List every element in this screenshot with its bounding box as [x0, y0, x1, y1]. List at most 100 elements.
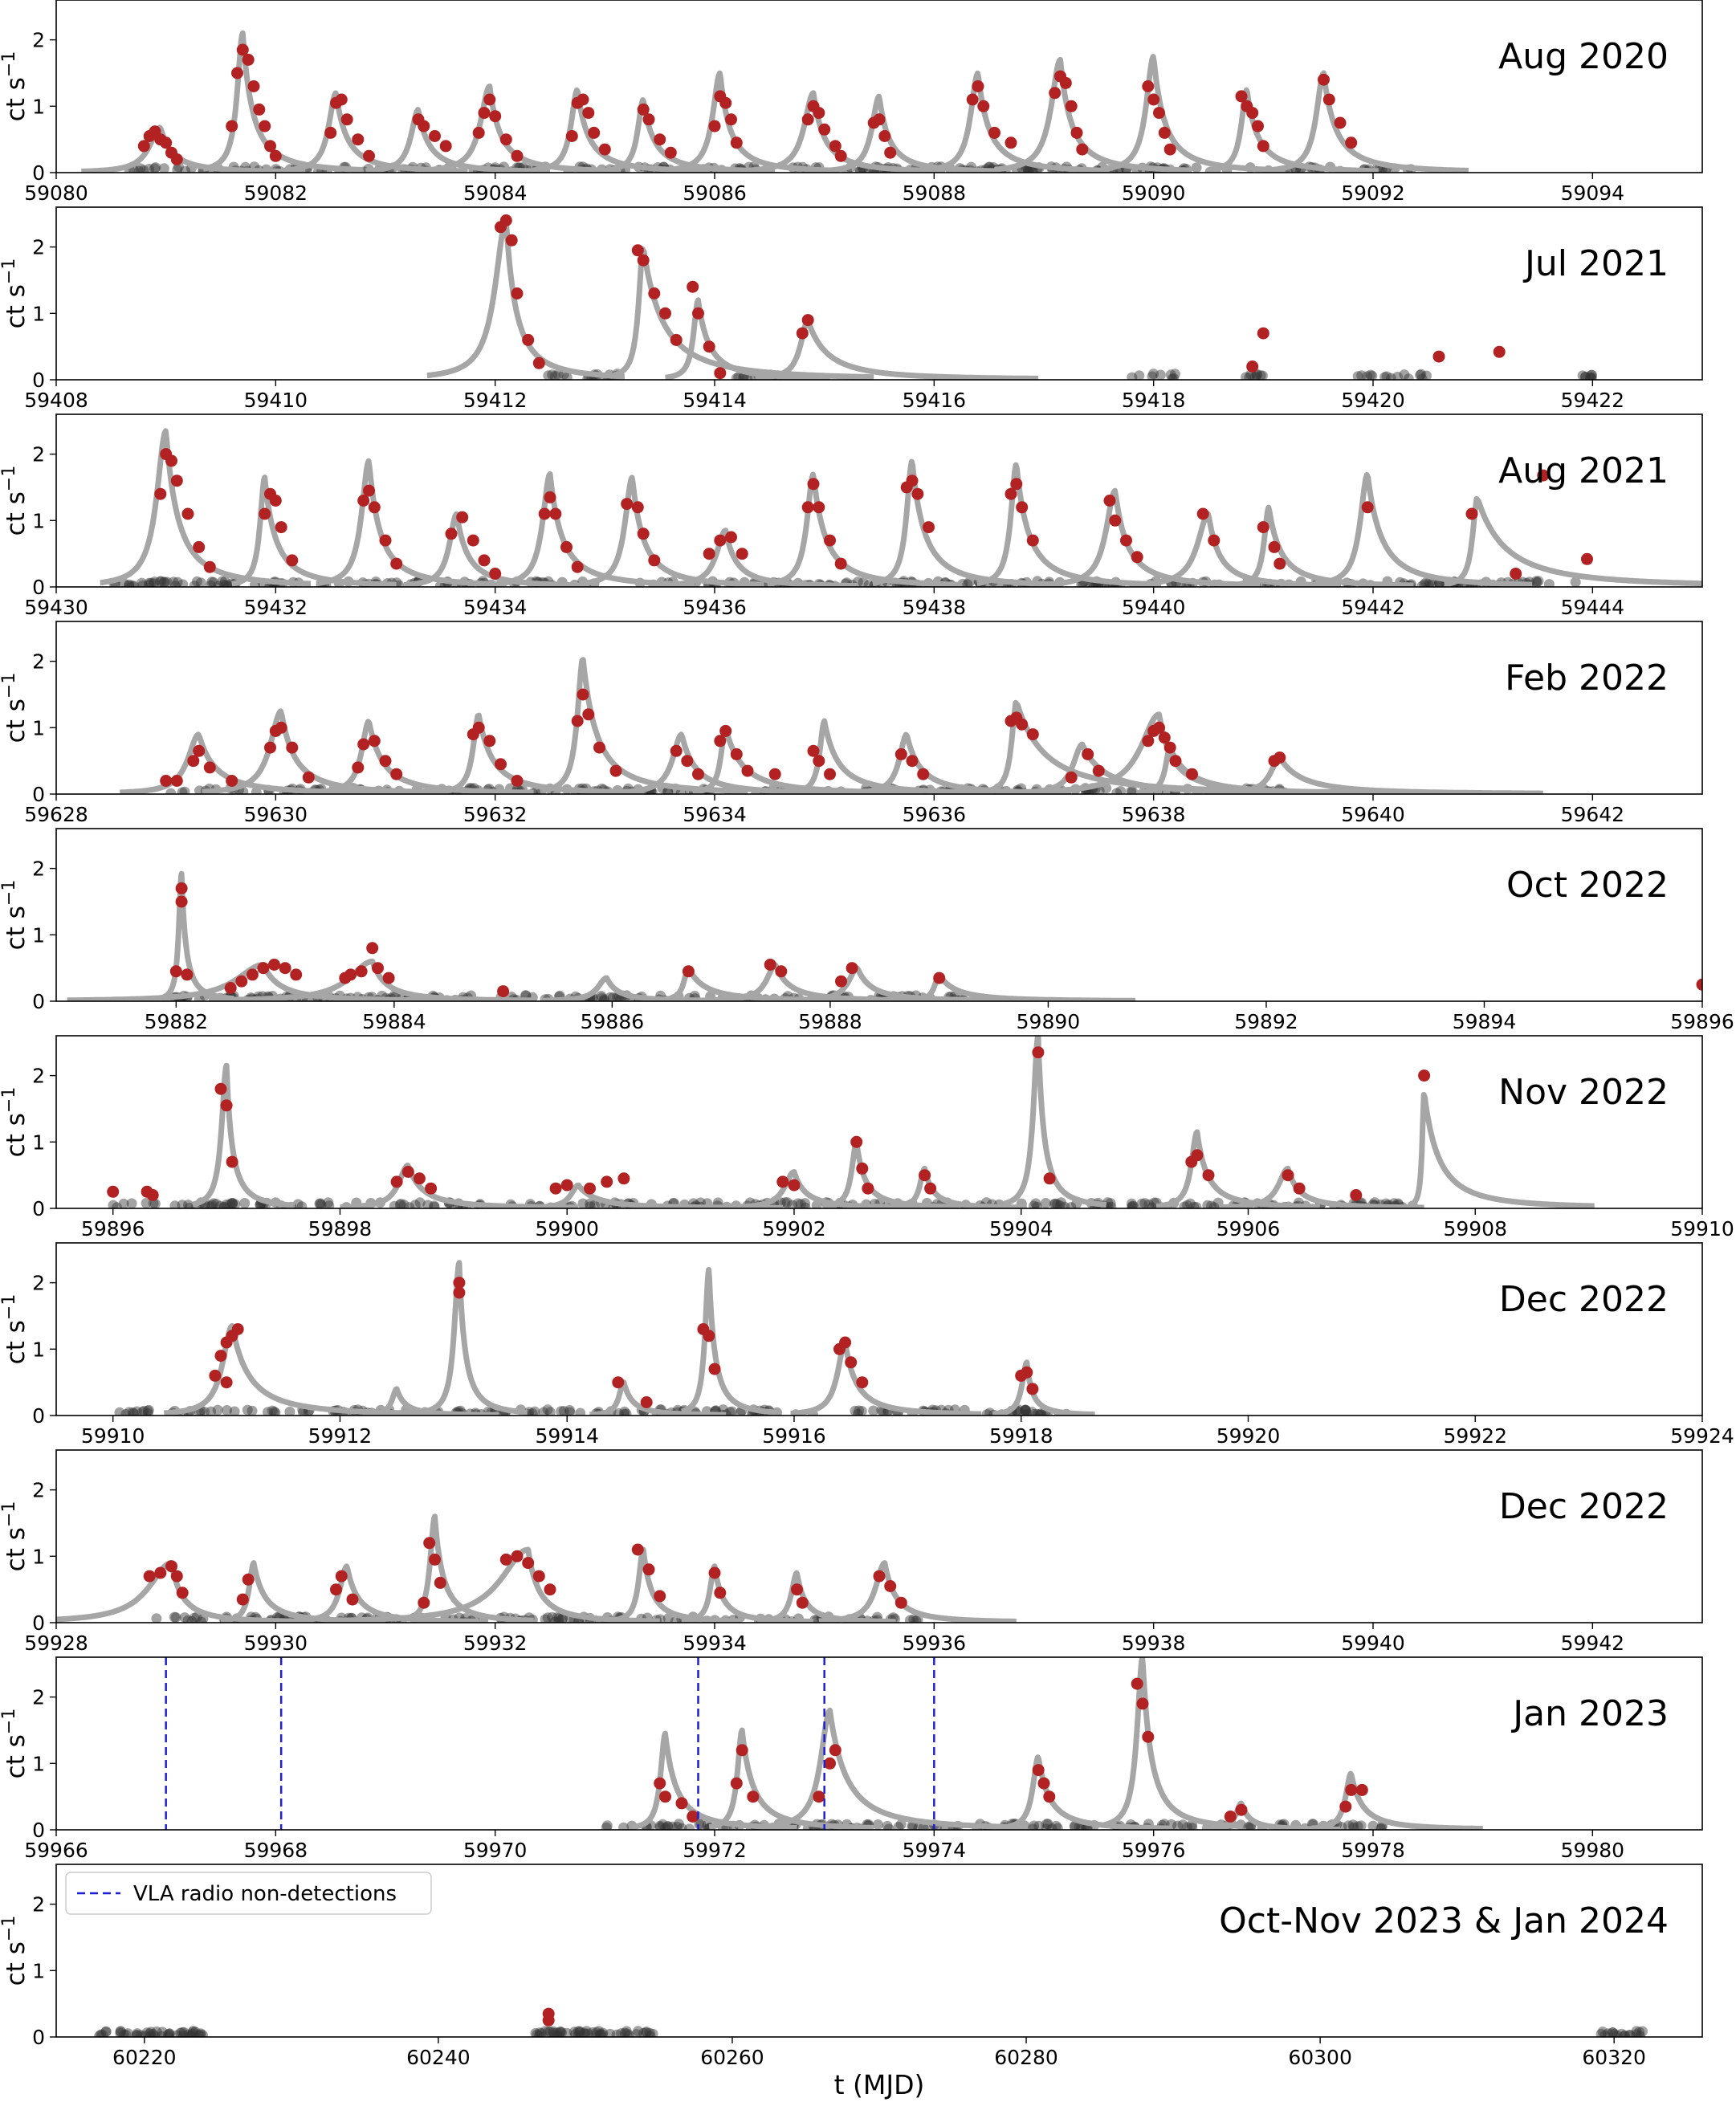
gray-point — [1127, 1202, 1137, 1208]
y-axis-label: ct s−1 — [0, 1087, 31, 1158]
red-points — [154, 448, 1593, 580]
gray-point — [568, 2027, 580, 2037]
gray-point — [196, 1616, 207, 1623]
red-point — [242, 53, 255, 66]
red-point — [637, 528, 650, 540]
red-point — [439, 140, 452, 153]
gray-point — [169, 1611, 180, 1623]
gray-point — [205, 1201, 216, 1208]
gray-point — [631, 2029, 642, 2037]
gray-point — [1585, 373, 1596, 380]
gray-point — [1416, 373, 1428, 380]
red-point — [379, 534, 392, 547]
gray-point — [1620, 2030, 1630, 2037]
x-tick-label: 59094 — [1561, 181, 1625, 205]
red-point — [193, 744, 206, 757]
gray-point — [114, 1407, 125, 1416]
gray-point — [1035, 1409, 1046, 1416]
gray-point — [1416, 580, 1428, 587]
x-tick-label: 59900 — [535, 1217, 599, 1240]
gray-point — [172, 165, 183, 173]
gray-point — [127, 1407, 138, 1416]
gray-point — [186, 2030, 198, 2037]
gray-point — [316, 1200, 327, 1208]
red-point — [170, 775, 183, 787]
red-point — [154, 487, 167, 500]
gray-point — [1533, 576, 1544, 587]
red-point — [593, 741, 605, 754]
x-tick-label: 59882 — [145, 1010, 209, 1033]
red-point — [214, 1082, 227, 1095]
red-point — [522, 333, 535, 346]
gray-point — [662, 1821, 674, 1830]
gray-point — [1595, 2028, 1607, 2037]
red-point — [906, 755, 919, 768]
axes-frame — [55, 1035, 1703, 1209]
y-tick-label: 2 — [32, 443, 45, 466]
panel-title: Jan 2023 — [1510, 1693, 1669, 1734]
red-point — [703, 340, 715, 353]
model-curve — [79, 124, 308, 173]
gray-point — [529, 1406, 540, 1416]
red-point — [719, 96, 732, 109]
red-point — [659, 1790, 671, 1803]
gray-point — [100, 2026, 112, 2037]
gray-point — [1041, 1823, 1052, 1830]
gray-point — [1570, 576, 1581, 587]
gray-point — [178, 2027, 189, 2037]
gray-point — [187, 2028, 198, 2037]
gray-point — [542, 2027, 553, 2037]
gray-point — [1379, 372, 1391, 380]
gray-point — [1111, 788, 1123, 794]
red-point — [654, 133, 666, 146]
axes-frame — [55, 1449, 1703, 1623]
gray-point — [239, 1198, 251, 1208]
red-point — [355, 965, 368, 978]
gray-point — [605, 992, 616, 1001]
red-point — [631, 1543, 644, 1556]
gray-point — [1543, 579, 1555, 587]
panel-title: Aug 2020 — [1498, 36, 1669, 77]
gray-point — [1020, 1404, 1031, 1416]
gray-point — [120, 2029, 132, 2037]
y-tick-label: 2 — [32, 858, 45, 881]
gray-point — [1399, 369, 1410, 380]
red-points — [654, 1677, 1368, 1823]
y-tick-label: 0 — [32, 990, 45, 1013]
red-point — [1026, 534, 1039, 547]
gray-point — [552, 1611, 563, 1623]
red-point — [522, 1557, 535, 1570]
red-point — [268, 959, 280, 971]
model-curve — [56, 1560, 304, 1623]
red-point — [1581, 552, 1593, 565]
gray-point — [1367, 370, 1378, 380]
gray-point — [911, 1615, 922, 1623]
red-point — [413, 1172, 426, 1185]
gray-point — [126, 1198, 137, 1208]
x-tick-label: 59896 — [1670, 1010, 1734, 1033]
gray-point — [189, 2027, 201, 2037]
gray-point — [575, 1407, 586, 1416]
gray-point — [1049, 1198, 1061, 1208]
red-point — [544, 1583, 556, 1596]
red-point — [1196, 507, 1209, 520]
y-axis-label: ct s−1 — [0, 259, 31, 329]
panel-title: Feb 2022 — [1505, 658, 1669, 699]
red-point — [1345, 1783, 1358, 1796]
gray-point — [1241, 372, 1252, 380]
red-point — [137, 140, 150, 153]
red-point — [497, 985, 510, 998]
model-curve — [601, 97, 777, 173]
red-point — [467, 534, 479, 547]
gray-point — [220, 580, 231, 587]
red-point — [801, 113, 814, 126]
red-point — [801, 314, 814, 327]
x-tick-label: 59910 — [81, 1424, 145, 1448]
gray-point — [1168, 373, 1180, 380]
gray-point — [856, 1406, 867, 1416]
panel-3: 0 1 2 59430 59432 59434 59436 59438 59440 59442 59… — [0, 413, 1703, 619]
panel-8: 0 1 2 59928 59930 59932 59934 59936 59938 59940 59… — [0, 1449, 1703, 1655]
red-point — [788, 1179, 801, 1192]
red-point — [670, 333, 683, 346]
y-tick-label: 1 — [32, 1545, 45, 1568]
